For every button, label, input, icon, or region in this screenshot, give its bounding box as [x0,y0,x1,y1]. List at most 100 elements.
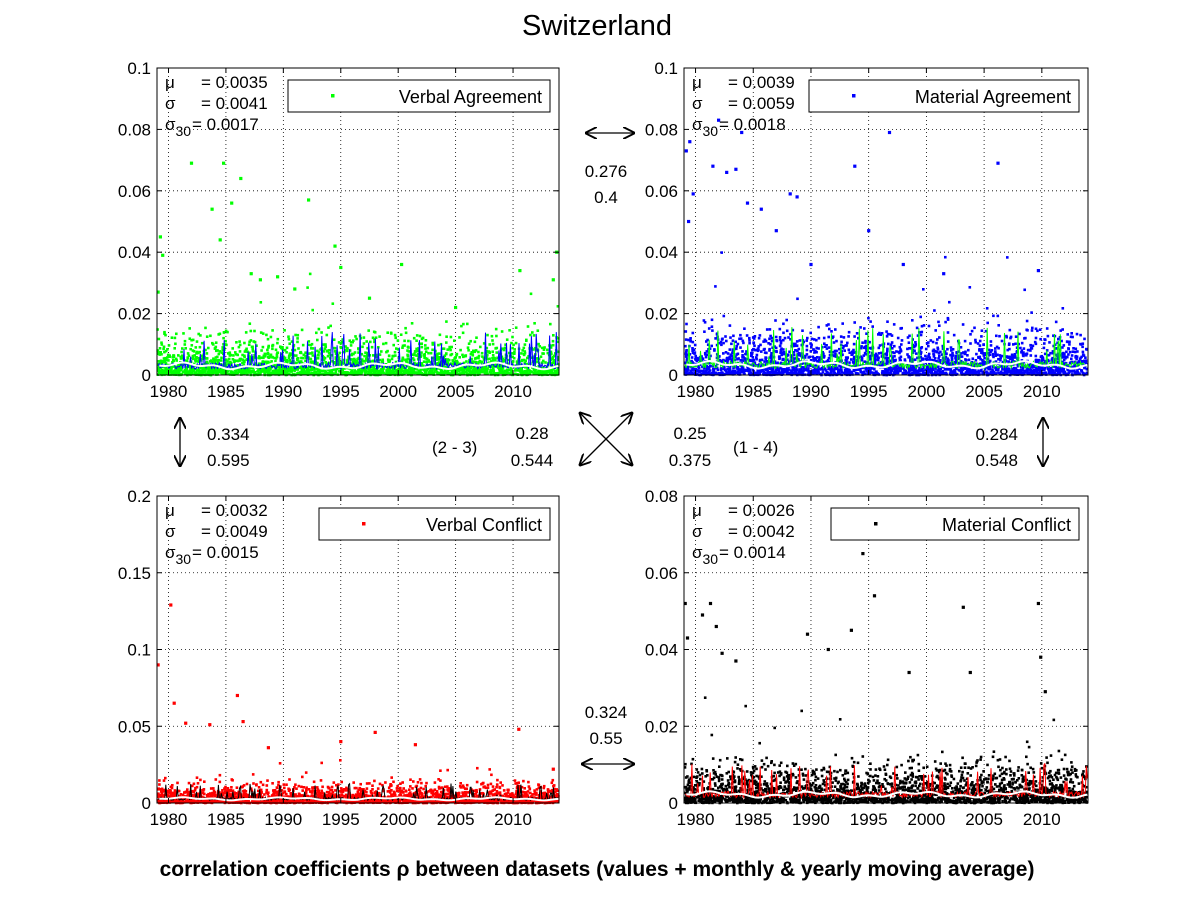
data-point [910,359,914,362]
data-point [863,372,867,376]
data-point [225,372,229,376]
monthly-average-line [157,332,559,371]
data-point [363,354,366,358]
data-point [200,372,204,376]
data-point [234,372,238,375]
data-point [992,355,995,359]
data-point [782,348,785,351]
data-point [875,364,879,367]
data-point [797,370,801,373]
data-point [371,336,375,340]
data-point [241,358,245,362]
data-point [891,347,894,350]
data-point [211,371,215,375]
data-point [1084,356,1087,359]
data-point [684,344,687,348]
data-point [419,367,423,371]
data-point [245,347,248,351]
data-point [966,367,970,370]
data-point [536,357,540,360]
data-point [557,337,560,340]
data-point [549,368,553,372]
data-point [954,371,957,374]
data-point [480,361,484,364]
data-point [403,339,406,343]
data-point [1075,355,1079,358]
data-point [416,352,420,356]
data-point [924,354,927,358]
data-point [450,372,453,375]
data-point [273,369,277,373]
data-point [237,345,241,349]
data-point [896,364,899,368]
data-point [707,367,711,370]
data-point [721,337,724,341]
data-point [931,340,935,344]
data-point [834,362,837,366]
data-point [861,341,864,344]
data-point [792,366,796,369]
data-point [1065,340,1069,343]
data-point [946,347,949,351]
data-point [525,369,529,373]
data-point [426,346,430,350]
data-point [991,365,995,369]
data-point [700,372,703,375]
data-point [974,359,978,362]
data-point [927,370,930,374]
data-point [307,357,311,361]
data-point [344,348,347,352]
data-point [401,344,405,348]
data-point [778,327,782,331]
data-point [748,339,751,342]
data-point [520,358,524,362]
data-point [175,359,178,362]
data-point [880,371,884,375]
data-point [714,285,717,288]
data-point [781,368,784,371]
data-point [705,340,708,343]
data-point [462,370,465,373]
data-point [809,359,813,362]
data-point [853,364,856,368]
data-point [853,321,856,324]
data-point [484,367,488,370]
data-point [424,372,427,376]
data-point [330,354,334,357]
data-point [1030,329,1034,332]
data-point [246,350,249,353]
data-point [943,350,947,353]
data-point [314,367,317,371]
data-point [415,347,418,351]
data-point [720,371,724,374]
data-point [731,369,735,372]
data-point [526,356,529,360]
data-point [266,370,269,374]
data-point [200,357,203,360]
data-point [213,362,217,366]
data-point [1034,354,1038,358]
data-point [900,339,904,342]
data-point [494,363,498,366]
data-point [401,346,404,349]
data-point [1013,355,1017,358]
data-point [856,356,860,360]
data-point [1001,368,1004,371]
data-point [708,357,711,360]
data-point [1000,339,1004,343]
data-point [167,359,170,362]
data-point [980,348,984,351]
data-point [310,368,314,372]
data-point [304,372,307,375]
data-point [1071,350,1075,353]
data-point [272,372,275,375]
data-point [370,369,373,372]
data-point [172,358,175,362]
data-point [771,368,775,371]
data-point [407,367,411,370]
data-point [489,370,493,373]
data-point [427,372,431,375]
data-point [387,354,391,358]
data-point [221,348,224,352]
data-point [757,336,761,340]
